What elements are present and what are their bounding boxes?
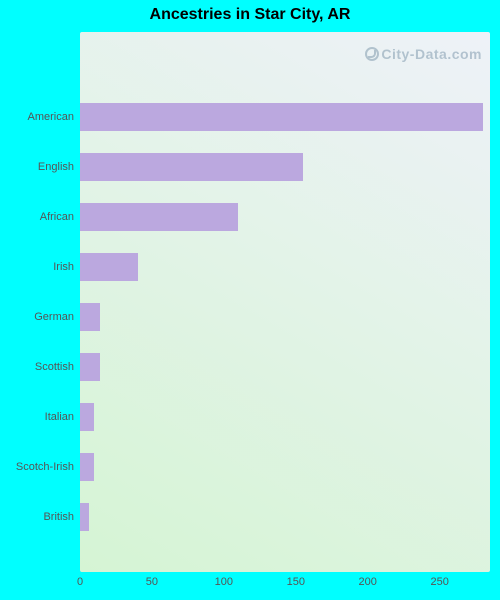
y-tick-label: Scotch-Irish <box>16 461 74 473</box>
x-tick-label: 200 <box>359 576 377 588</box>
y-tick-label: English <box>38 161 74 173</box>
watermark-text: City-Data.com <box>381 46 482 62</box>
bar <box>80 353 100 381</box>
y-tick-label: Scottish <box>35 361 74 373</box>
x-tick-label: 100 <box>215 576 233 588</box>
bar <box>80 453 94 481</box>
bar <box>80 403 94 431</box>
y-tick-label: American <box>28 111 74 123</box>
bar <box>80 253 138 281</box>
x-tick-label: 150 <box>287 576 305 588</box>
y-tick-label: British <box>43 511 74 523</box>
y-tick-label: Italian <box>45 411 74 423</box>
bar <box>80 303 100 331</box>
y-tick-label: German <box>34 311 74 323</box>
plot-area <box>80 32 490 572</box>
bar <box>80 153 303 181</box>
chart-page: Ancestries in Star City, AR City-Data.co… <box>0 0 500 600</box>
x-tick-label: 0 <box>77 576 83 588</box>
chart-title: Ancestries in Star City, AR <box>0 6 500 24</box>
globe-icon <box>365 47 379 61</box>
bar <box>80 203 238 231</box>
x-tick-label: 50 <box>146 576 158 588</box>
bar <box>80 103 483 131</box>
watermark: City-Data.com <box>365 46 482 62</box>
y-tick-label: Irish <box>53 261 74 273</box>
bar <box>80 503 89 531</box>
x-tick-label: 250 <box>430 576 448 588</box>
y-tick-label: African <box>40 211 74 223</box>
